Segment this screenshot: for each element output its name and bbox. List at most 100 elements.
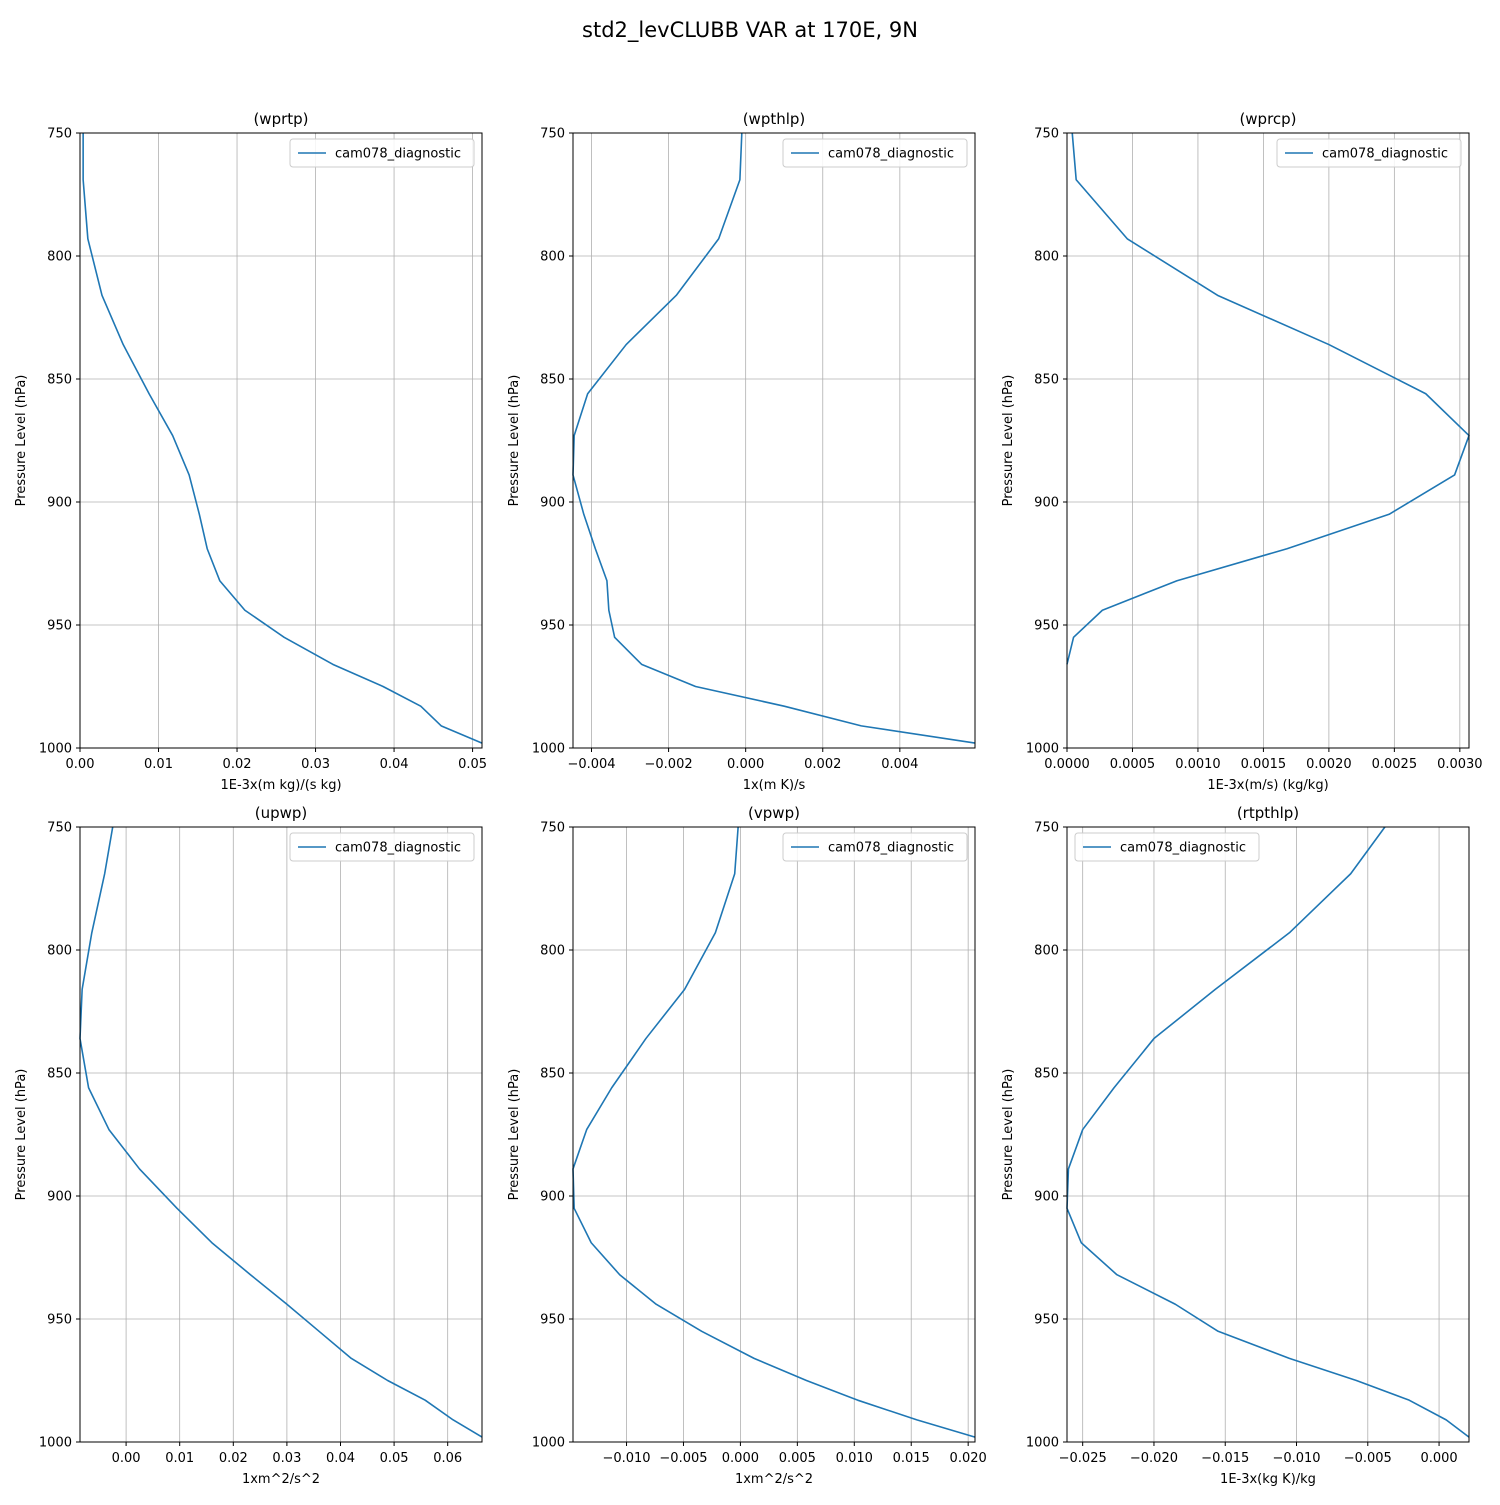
y-tick-label: 1000: [1026, 1436, 1059, 1451]
x-tick-label: −0.025: [1059, 1451, 1107, 1466]
x-axis-label: 1E-3x(kg K)/kg: [1220, 1472, 1316, 1487]
y-tick-label: 1000: [1026, 742, 1059, 757]
y-tick-label: 750: [47, 127, 72, 142]
x-tick-label: 0.04: [326, 1451, 355, 1466]
x-tick-label: 0.015: [893, 1451, 930, 1466]
x-tick-label: 0.05: [380, 1451, 409, 1466]
panel-title: (upwp): [255, 804, 308, 822]
y-tick-label: 850: [47, 1067, 72, 1082]
x-tick-label: 0.03: [301, 757, 330, 772]
y-tick-label: 800: [47, 944, 72, 959]
x-axis-label: 1E-3x(m kg)/(s kg): [220, 778, 341, 793]
y-tick-label: 900: [47, 496, 72, 511]
x-tick-label: 0.000: [1420, 1451, 1457, 1466]
y-axis-label: Pressure Level (hPa): [14, 375, 29, 507]
y-tick-label: 850: [47, 373, 72, 388]
y-tick-label: 850: [540, 373, 565, 388]
x-tick-label: 0.010: [836, 1451, 873, 1466]
y-axis-label: Pressure Level (hPa): [14, 1069, 29, 1201]
y-tick-label: 850: [540, 1067, 565, 1082]
plot-frame: [79, 132, 483, 749]
legend-box: [1276, 138, 1462, 168]
legend: cam078_diagnostic: [782, 832, 968, 862]
series-line-1: [572, 132, 976, 744]
x-axis-label: 1xm^2/s^2: [242, 1472, 320, 1487]
y-tick-label: 750: [540, 127, 565, 142]
x-axis-label: 1xm^2/s^2: [735, 1472, 813, 1487]
x-tick-label: 0.01: [165, 1451, 194, 1466]
y-tick-label: 900: [1034, 1190, 1059, 1205]
y-tick-label: 900: [540, 1190, 565, 1205]
x-tick-label: 0.0020: [1306, 757, 1352, 772]
y-tick-label: 950: [540, 619, 565, 634]
x-tick-label: 0.004: [881, 757, 918, 772]
x-tick-label: 0.0000: [1044, 757, 1090, 772]
x-tick-label: 0.002: [804, 757, 841, 772]
y-tick-label: 900: [47, 1190, 72, 1205]
chart-panel-4: 0.00 0.01 0.02 0.03 0.04 0.05 0.06 750 800 850 900…: [14, 804, 483, 1487]
y-tick-label: 950: [1034, 619, 1059, 634]
chart-panel-1: 0.00 0.01 0.02 0.03 0.04 0.05 750 800 850 900 950 1…: [14, 110, 487, 793]
plot-frame: [1066, 132, 1470, 749]
x-tick-label: −0.020: [1130, 1451, 1178, 1466]
chart-panels: 0.00 0.01 0.02 0.03 0.04 0.05 750 800 850 900 950 1…: [14, 110, 1483, 1487]
legend-label: cam078_diagnostic: [1322, 147, 1448, 162]
chart-panel-2: −0.004 −0.002 0.000 0.002 0.004 750 800 850 900 9…: [507, 110, 976, 793]
y-tick-label: 950: [47, 1313, 72, 1328]
plot-frame: [572, 826, 976, 1443]
legend-label: cam078_diagnostic: [828, 841, 954, 856]
legend: cam078_diagnostic: [782, 138, 968, 168]
x-tick-label: −0.010: [1272, 1451, 1320, 1466]
legend-label: cam078_diagnostic: [335, 841, 461, 856]
y-tick-label: 1000: [532, 742, 565, 757]
x-tick-label: −0.015: [1201, 1451, 1249, 1466]
y-tick-label: 850: [1034, 1067, 1059, 1082]
plot-frame: [572, 132, 976, 749]
y-tick-label: 950: [540, 1313, 565, 1328]
legend-box: [289, 832, 475, 862]
x-tick-label: 0.00: [66, 757, 95, 772]
x-tick-label: −0.005: [659, 1451, 707, 1466]
y-tick-label: 900: [540, 496, 565, 511]
y-tick-label: 1000: [532, 1436, 565, 1451]
y-tick-label: 800: [1034, 250, 1059, 265]
x-tick-label: 0.02: [223, 757, 252, 772]
panel-title: (vpwp): [748, 804, 800, 822]
series-line-1: [1066, 132, 1470, 665]
plot-frame: [79, 826, 483, 1443]
panel-title: (wpthlp): [743, 110, 806, 128]
x-tick-label: 0.005: [779, 1451, 816, 1466]
x-tick-label: 0.0025: [1372, 757, 1418, 772]
y-tick-label: 850: [1034, 373, 1059, 388]
x-tick-label: 0.00: [112, 1451, 141, 1466]
x-tick-label: 0.020: [950, 1451, 987, 1466]
y-tick-label: 950: [1034, 1313, 1059, 1328]
y-tick-label: 750: [540, 821, 565, 836]
legend-label: cam078_diagnostic: [335, 147, 461, 162]
plot-frame: [1066, 826, 1470, 1443]
x-tick-label: −0.004: [567, 757, 615, 772]
panel-title: (wprtp): [253, 110, 308, 128]
y-axis-label: Pressure Level (hPa): [1001, 1069, 1016, 1201]
x-tick-label: 0.0005: [1110, 757, 1156, 772]
legend-box: [782, 832, 968, 862]
y-tick-label: 900: [1034, 496, 1059, 511]
x-tick-label: 0.0010: [1175, 757, 1221, 772]
y-axis-label: Pressure Level (hPa): [507, 1069, 522, 1201]
legend-label: cam078_diagnostic: [828, 147, 954, 162]
panel-title: (wprcp): [1239, 110, 1296, 128]
legend-label: cam078_diagnostic: [1120, 841, 1246, 856]
legend-box: [289, 138, 475, 168]
x-tick-label: 0.000: [722, 1451, 759, 1466]
y-tick-label: 800: [540, 944, 565, 959]
x-tick-label: 0.06: [433, 1451, 462, 1466]
legend: cam078_diagnostic: [1074, 832, 1260, 862]
y-tick-label: 800: [1034, 944, 1059, 959]
y-axis-label: Pressure Level (hPa): [1001, 375, 1016, 507]
legend-box: [782, 138, 968, 168]
y-tick-label: 1000: [39, 742, 72, 757]
y-tick-label: 800: [47, 250, 72, 265]
y-axis-label: Pressure Level (hPa): [507, 375, 522, 507]
